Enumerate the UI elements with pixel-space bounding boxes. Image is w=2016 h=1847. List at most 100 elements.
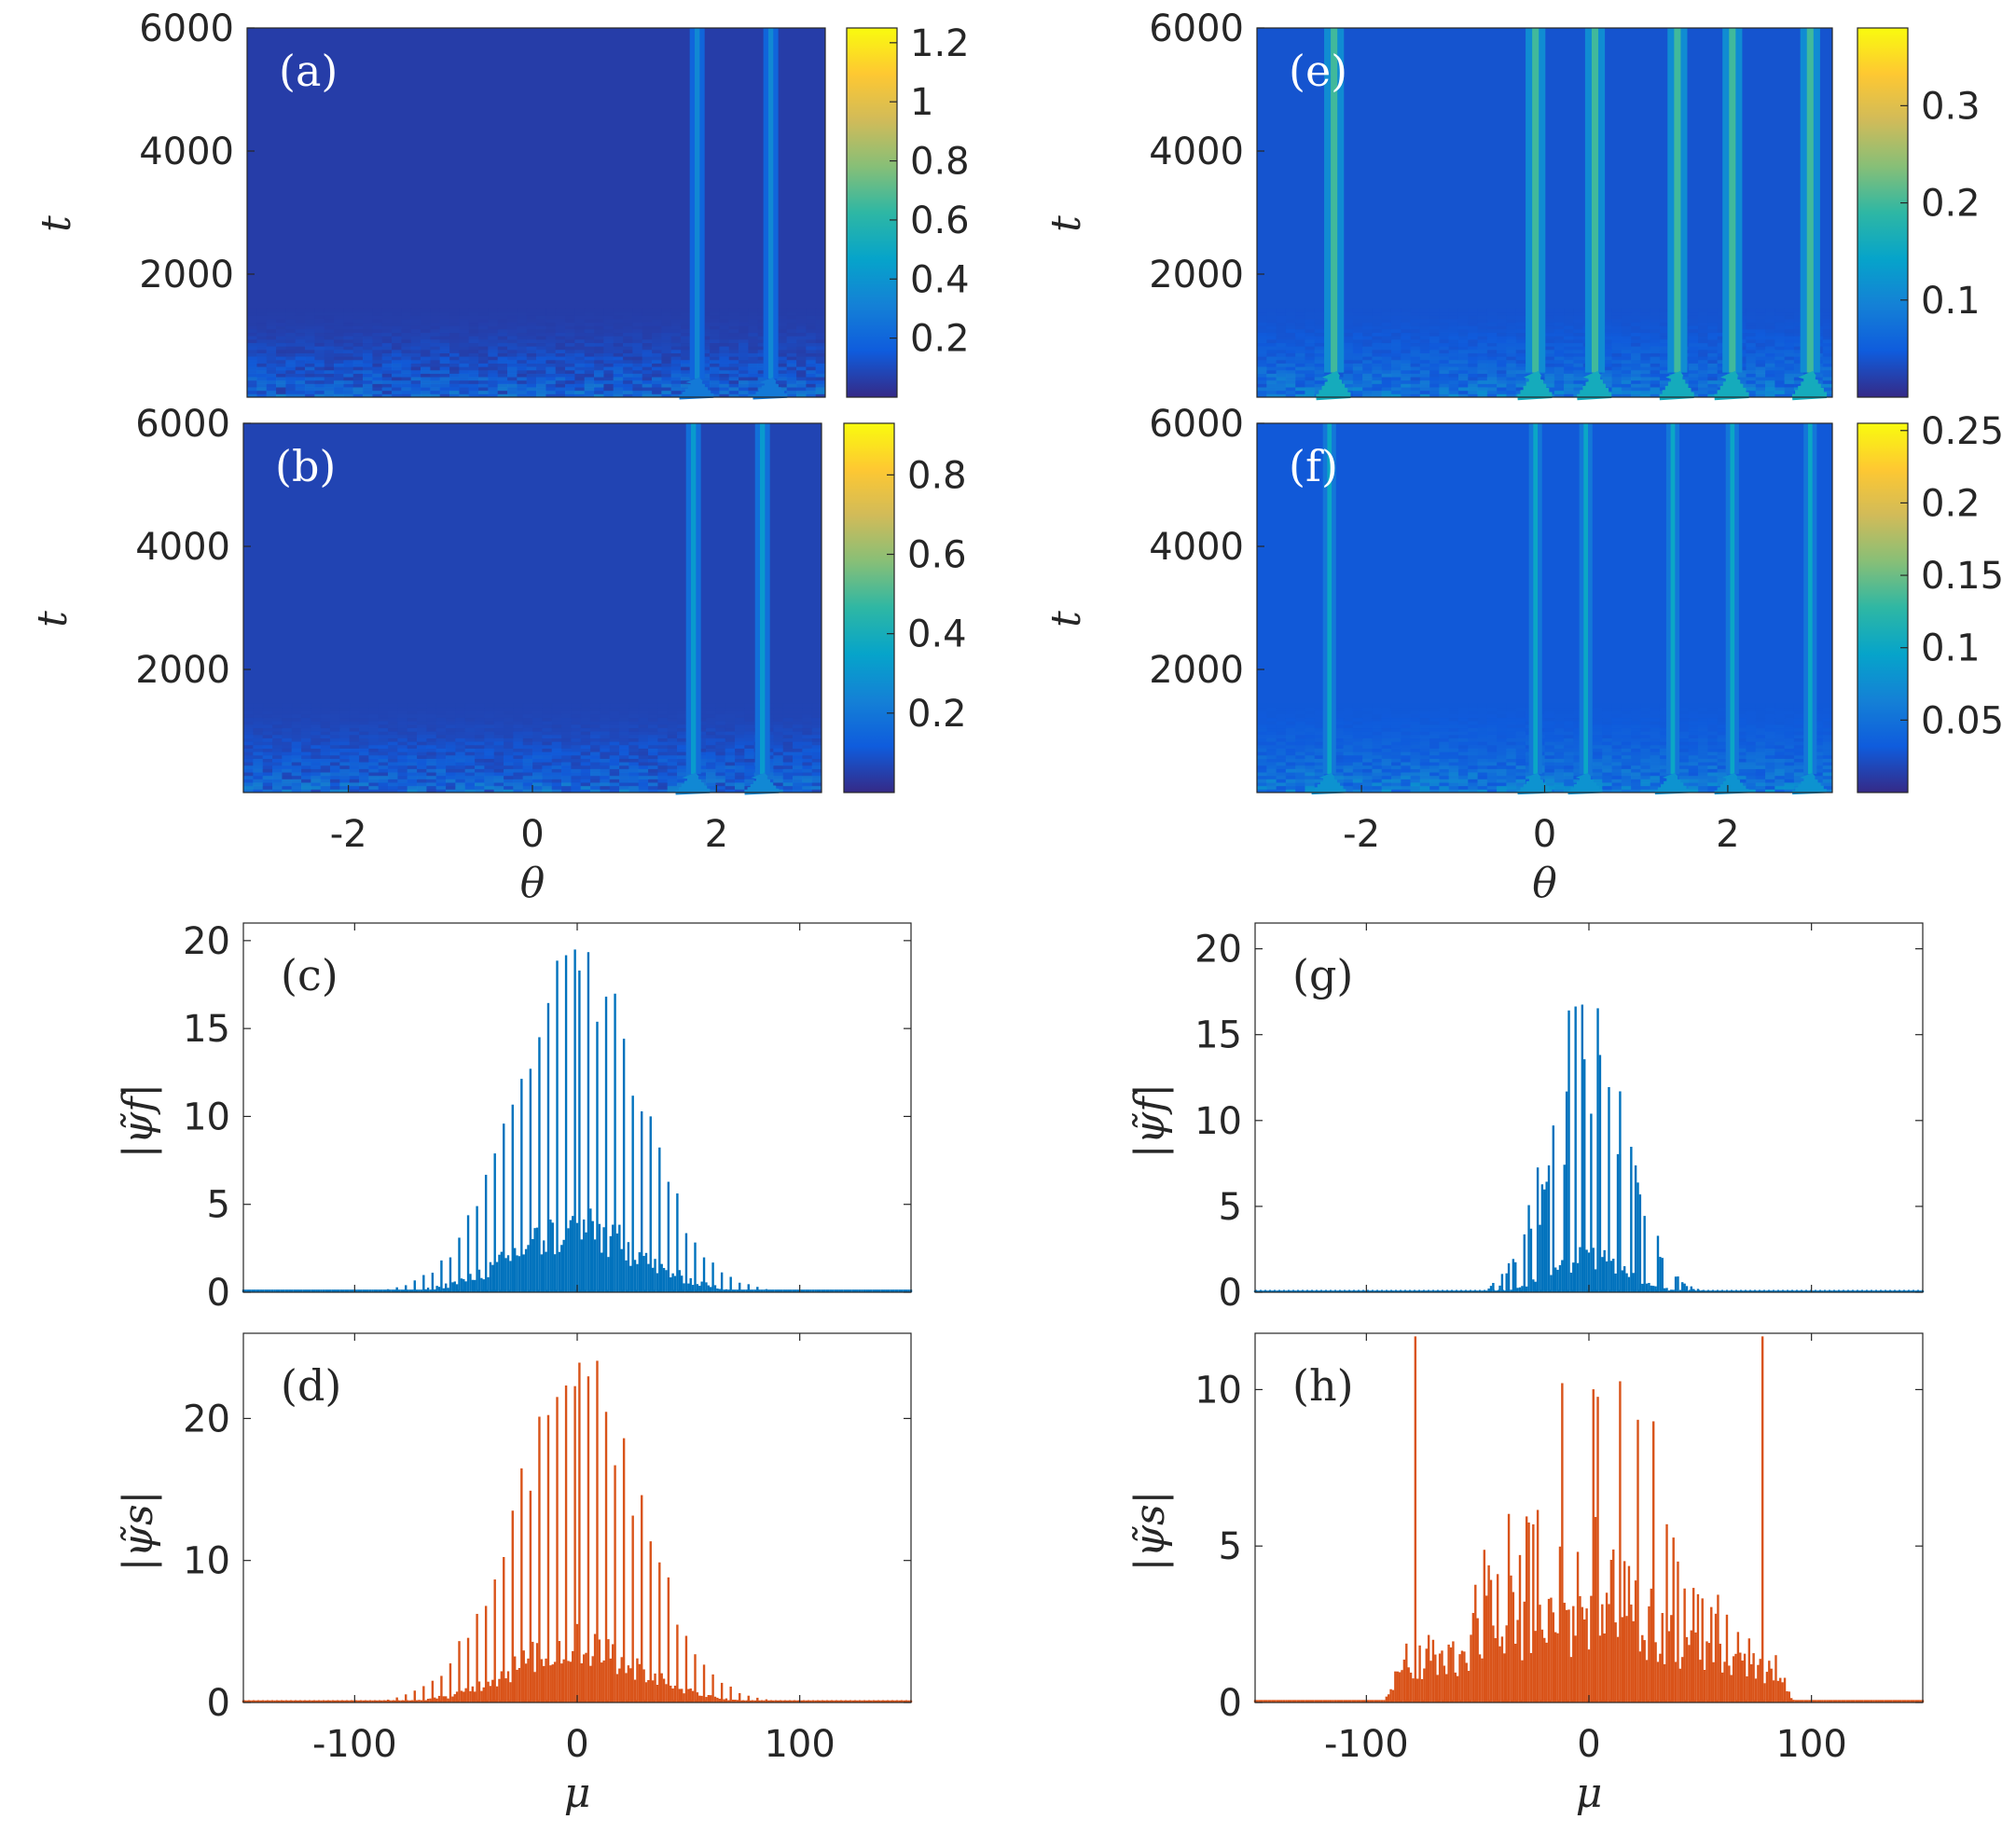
transient-cell [1448, 352, 1459, 357]
transient-cell [459, 315, 470, 320]
transient-cell [735, 748, 745, 752]
transient-cell [744, 737, 755, 742]
transient-cell [719, 383, 730, 388]
transient-cell [372, 332, 383, 337]
transient-cell [1276, 352, 1287, 357]
transient-cell [1506, 369, 1517, 374]
transient-cell [1305, 325, 1316, 330]
transient-cell [1352, 325, 1363, 330]
transient-cell [1611, 782, 1622, 787]
transient-cell [773, 717, 784, 722]
transient-cell [305, 356, 315, 361]
transient-cell [247, 352, 257, 357]
transient-cell [786, 328, 797, 334]
transient-cell [777, 332, 788, 337]
transient-cell [782, 710, 794, 715]
transient-cell [459, 383, 470, 388]
transient-cell [728, 322, 739, 326]
transient-cell [522, 741, 533, 746]
transient-cell [1305, 315, 1316, 320]
transient-cell [1553, 356, 1565, 361]
transient-cell [613, 369, 624, 374]
transient-cell [1295, 315, 1305, 320]
transient-cell [652, 377, 662, 381]
transient-cell [410, 363, 421, 367]
transient-cell [706, 727, 716, 732]
transient-cell [1793, 325, 1804, 330]
transient-cell [504, 751, 514, 756]
transient-cell [555, 383, 566, 388]
transient-cell [381, 352, 393, 357]
transient-cell [1448, 383, 1459, 388]
transient-cell [1822, 315, 1833, 320]
transient-cell [677, 775, 687, 779]
transient-cell [536, 387, 546, 392]
transient-cell [710, 363, 720, 367]
transient-cell [815, 379, 826, 384]
transient-cell [320, 782, 331, 787]
transient-cell [613, 328, 624, 334]
transient-cell [526, 342, 537, 347]
transient-cell [748, 379, 759, 384]
transient-cell [449, 342, 460, 347]
transient-cell [1707, 383, 1719, 388]
transient-cell [253, 789, 264, 793]
transient-cell [1650, 318, 1661, 324]
transient-cell [545, 318, 557, 324]
transient-cell [1659, 379, 1670, 384]
transient-cell [1784, 785, 1795, 790]
transient-cell [526, 325, 537, 330]
transient-cell [478, 308, 489, 313]
transient-cell [475, 713, 485, 719]
transient-cell [584, 328, 595, 334]
transient-cell [468, 336, 479, 340]
transient-cell [565, 332, 575, 337]
transient-cell [517, 311, 528, 316]
transient-cell [1611, 383, 1622, 388]
transient-cell [1506, 328, 1517, 334]
transient-cell [600, 782, 611, 787]
transient-cell [430, 346, 441, 351]
transient-cell [1276, 387, 1287, 392]
transient-cell [1314, 342, 1325, 347]
transient-cell [652, 366, 662, 371]
transient-cell [1573, 387, 1584, 392]
transient-cell [1573, 369, 1584, 374]
transient-cell [600, 710, 611, 715]
transient-cell [584, 390, 595, 394]
transient-cell [243, 765, 254, 769]
transient-cell [1266, 390, 1277, 394]
transient-cell [739, 315, 749, 320]
transient-cell [1640, 322, 1651, 326]
transient-cell [623, 373, 633, 378]
transient-cell [613, 383, 624, 388]
transient-cell [1314, 315, 1325, 320]
transient-cell [517, 383, 528, 388]
transient-cell [276, 349, 286, 353]
transient-cell [1429, 393, 1440, 398]
transient-cell [455, 775, 466, 779]
transient-cell [497, 311, 508, 316]
transient-cell [657, 707, 669, 711]
transient-cell [811, 754, 822, 759]
transient-cell [388, 789, 398, 793]
transient-cell [1457, 390, 1469, 394]
transient-cell [1765, 369, 1775, 374]
transient-cell [657, 703, 669, 709]
transient-cell [1477, 377, 1488, 381]
transient-cell [1707, 336, 1719, 340]
transient-cell [507, 387, 518, 392]
transient-cell [652, 379, 662, 384]
transient-cell [642, 315, 653, 320]
transient-cell [430, 315, 441, 320]
transient-cell [619, 762, 629, 766]
transient-cell [1698, 789, 1708, 793]
transient-cell [815, 338, 826, 344]
transient-cell [696, 731, 707, 736]
transient-cell [381, 356, 393, 361]
transient-cell [1390, 315, 1402, 320]
transient-cell [728, 359, 739, 364]
transient-cell [623, 338, 633, 344]
transient-cell [1544, 363, 1555, 367]
transient-cell [449, 325, 460, 330]
